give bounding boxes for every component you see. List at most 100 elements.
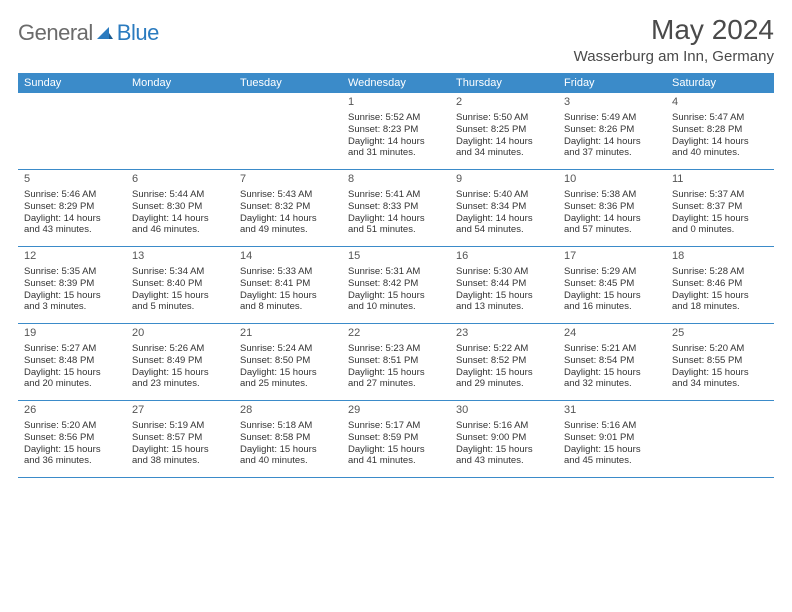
day-number: 3 xyxy=(564,96,660,110)
day-number: 26 xyxy=(24,404,120,418)
calendar-week-row: 12Sunrise: 5:35 AMSunset: 8:39 PMDayligh… xyxy=(18,247,774,324)
sunrise-line: Sunrise: 5:37 AM xyxy=(672,189,768,201)
daylight-line: Daylight: 14 hours xyxy=(456,136,552,148)
calendar-day-cell: 2Sunrise: 5:50 AMSunset: 8:25 PMDaylight… xyxy=(450,93,558,169)
daylight-line: Daylight: 15 hours xyxy=(348,290,444,302)
sunrise-line: Sunrise: 5:16 AM xyxy=(564,420,660,432)
sunrise-line: Sunrise: 5:41 AM xyxy=(348,189,444,201)
calendar-day-cell: 16Sunrise: 5:30 AMSunset: 8:44 PMDayligh… xyxy=(450,247,558,323)
sunset-line: Sunset: 8:44 PM xyxy=(456,278,552,290)
calendar-day-cell: 7Sunrise: 5:43 AMSunset: 8:32 PMDaylight… xyxy=(234,170,342,246)
daylight-line: and 3 minutes. xyxy=(24,301,120,313)
sunset-line: Sunset: 8:52 PM xyxy=(456,355,552,367)
weekday-header-cell: Thursday xyxy=(450,73,558,93)
sunset-line: Sunset: 8:57 PM xyxy=(132,432,228,444)
calendar-day-cell: 10Sunrise: 5:38 AMSunset: 8:36 PMDayligh… xyxy=(558,170,666,246)
sunrise-line: Sunrise: 5:47 AM xyxy=(672,112,768,124)
daylight-line: Daylight: 14 hours xyxy=(348,136,444,148)
day-number: 19 xyxy=(24,327,120,341)
daylight-line: Daylight: 14 hours xyxy=(240,213,336,225)
day-number: 21 xyxy=(240,327,336,341)
daylight-line: and 0 minutes. xyxy=(672,224,768,236)
page-header: General Blue May 2024 Wasserburg am Inn,… xyxy=(18,14,774,65)
sunrise-line: Sunrise: 5:16 AM xyxy=(456,420,552,432)
sunset-line: Sunset: 8:48 PM xyxy=(24,355,120,367)
day-number: 5 xyxy=(24,173,120,187)
daylight-line: and 8 minutes. xyxy=(240,301,336,313)
sunrise-line: Sunrise: 5:17 AM xyxy=(348,420,444,432)
day-number: 12 xyxy=(24,250,120,264)
daylight-line: and 43 minutes. xyxy=(456,455,552,467)
daylight-line: and 43 minutes. xyxy=(24,224,120,236)
sunset-line: Sunset: 8:54 PM xyxy=(564,355,660,367)
calendar-day-cell: 22Sunrise: 5:23 AMSunset: 8:51 PMDayligh… xyxy=(342,324,450,400)
calendar-day-cell: 1Sunrise: 5:52 AMSunset: 8:23 PMDaylight… xyxy=(342,93,450,169)
daylight-line: Daylight: 14 hours xyxy=(564,136,660,148)
calendar-day-cell: 11Sunrise: 5:37 AMSunset: 8:37 PMDayligh… xyxy=(666,170,774,246)
daylight-line: and 51 minutes. xyxy=(348,224,444,236)
calendar-day-cell: 21Sunrise: 5:24 AMSunset: 8:50 PMDayligh… xyxy=(234,324,342,400)
calendar-day-cell: 18Sunrise: 5:28 AMSunset: 8:46 PMDayligh… xyxy=(666,247,774,323)
calendar-page: General Blue May 2024 Wasserburg am Inn,… xyxy=(0,0,792,478)
daylight-line: and 23 minutes. xyxy=(132,378,228,390)
daylight-line: Daylight: 15 hours xyxy=(564,367,660,379)
sunrise-line: Sunrise: 5:24 AM xyxy=(240,343,336,355)
daylight-line: and 10 minutes. xyxy=(348,301,444,313)
sunset-line: Sunset: 8:28 PM xyxy=(672,124,768,136)
daylight-line: Daylight: 14 hours xyxy=(672,136,768,148)
sunset-line: Sunset: 8:46 PM xyxy=(672,278,768,290)
weekday-header-cell: Friday xyxy=(558,73,666,93)
calendar-day-cell: 13Sunrise: 5:34 AMSunset: 8:40 PMDayligh… xyxy=(126,247,234,323)
daylight-line: and 25 minutes. xyxy=(240,378,336,390)
day-number: 13 xyxy=(132,250,228,264)
calendar-week-row: 19Sunrise: 5:27 AMSunset: 8:48 PMDayligh… xyxy=(18,324,774,401)
sunset-line: Sunset: 8:25 PM xyxy=(456,124,552,136)
daylight-line: Daylight: 15 hours xyxy=(348,444,444,456)
sunrise-line: Sunrise: 5:19 AM xyxy=(132,420,228,432)
day-number: 16 xyxy=(456,250,552,264)
sunset-line: Sunset: 8:30 PM xyxy=(132,201,228,213)
daylight-line: and 49 minutes. xyxy=(240,224,336,236)
day-number: 14 xyxy=(240,250,336,264)
daylight-line: Daylight: 15 hours xyxy=(132,444,228,456)
daylight-line: Daylight: 15 hours xyxy=(24,290,120,302)
day-number: 27 xyxy=(132,404,228,418)
daylight-line: and 45 minutes. xyxy=(564,455,660,467)
daylight-line: Daylight: 15 hours xyxy=(240,290,336,302)
calendar-day-cell: 14Sunrise: 5:33 AMSunset: 8:41 PMDayligh… xyxy=(234,247,342,323)
sunset-line: Sunset: 8:36 PM xyxy=(564,201,660,213)
day-number: 29 xyxy=(348,404,444,418)
day-number: 23 xyxy=(456,327,552,341)
day-number: 28 xyxy=(240,404,336,418)
calendar-week-row: 1Sunrise: 5:52 AMSunset: 8:23 PMDaylight… xyxy=(18,93,774,170)
day-number: 11 xyxy=(672,173,768,187)
daylight-line: Daylight: 15 hours xyxy=(24,367,120,379)
daylight-line: and 20 minutes. xyxy=(24,378,120,390)
sunrise-line: Sunrise: 5:20 AM xyxy=(24,420,120,432)
sunset-line: Sunset: 8:23 PM xyxy=(348,124,444,136)
calendar-empty-cell xyxy=(666,401,774,477)
sunrise-line: Sunrise: 5:50 AM xyxy=(456,112,552,124)
sunrise-line: Sunrise: 5:52 AM xyxy=(348,112,444,124)
sunset-line: Sunset: 8:49 PM xyxy=(132,355,228,367)
daylight-line: and 36 minutes. xyxy=(24,455,120,467)
daylight-line: Daylight: 15 hours xyxy=(456,367,552,379)
sunset-line: Sunset: 8:55 PM xyxy=(672,355,768,367)
daylight-line: Daylight: 15 hours xyxy=(24,444,120,456)
location-label: Wasserburg am Inn, Germany xyxy=(574,48,774,65)
daylight-line: and 38 minutes. xyxy=(132,455,228,467)
sail-icon xyxy=(95,25,115,41)
day-number: 9 xyxy=(456,173,552,187)
calendar-day-cell: 29Sunrise: 5:17 AMSunset: 8:59 PMDayligh… xyxy=(342,401,450,477)
sunrise-line: Sunrise: 5:26 AM xyxy=(132,343,228,355)
day-number: 22 xyxy=(348,327,444,341)
sunrise-line: Sunrise: 5:30 AM xyxy=(456,266,552,278)
sunrise-line: Sunrise: 5:18 AM xyxy=(240,420,336,432)
day-number: 8 xyxy=(348,173,444,187)
sunset-line: Sunset: 9:01 PM xyxy=(564,432,660,444)
calendar-day-cell: 6Sunrise: 5:44 AMSunset: 8:30 PMDaylight… xyxy=(126,170,234,246)
weekday-header-cell: Saturday xyxy=(666,73,774,93)
daylight-line: Daylight: 15 hours xyxy=(132,290,228,302)
sunset-line: Sunset: 8:50 PM xyxy=(240,355,336,367)
sunset-line: Sunset: 8:56 PM xyxy=(24,432,120,444)
